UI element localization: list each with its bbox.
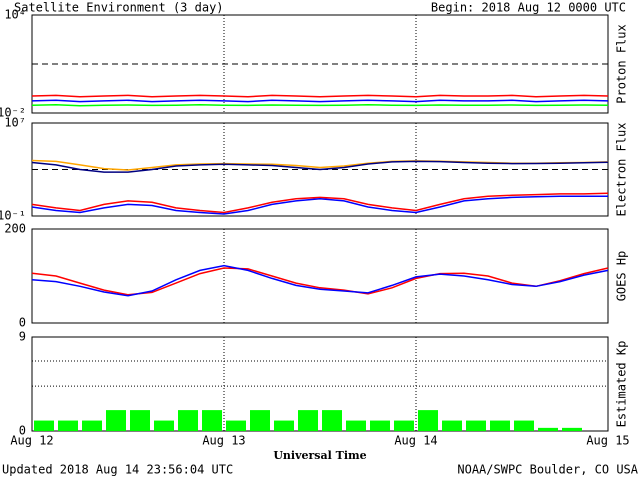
y-axis-label: Electron Flux bbox=[615, 123, 629, 217]
kp-bar bbox=[58, 420, 78, 431]
series-line bbox=[31, 160, 609, 173]
kp-bar bbox=[466, 420, 486, 431]
y-tick-label: 200 bbox=[4, 222, 26, 236]
x-tick-label: Aug 12 bbox=[10, 434, 53, 448]
panel-frame bbox=[31, 228, 609, 324]
x-tick-label: Aug 15 bbox=[586, 434, 629, 448]
x-tick-label: Aug 14 bbox=[394, 434, 437, 448]
series-line bbox=[31, 103, 609, 107]
kp-bar bbox=[346, 420, 366, 431]
begin-time: Begin: 2018 Aug 12 0000 UTC bbox=[431, 1, 626, 15]
kp-bar bbox=[562, 427, 582, 431]
y-tick-label: 0 bbox=[19, 316, 26, 330]
kp-bar bbox=[418, 410, 438, 431]
y-tick-label: 10⁷ bbox=[4, 116, 26, 130]
kp-bar bbox=[202, 410, 222, 431]
kp-bar bbox=[394, 420, 414, 431]
series-line bbox=[31, 195, 608, 215]
kp-bar bbox=[106, 410, 126, 431]
kp-bar bbox=[370, 420, 390, 431]
source: NOAA/SWPC Boulder, CO USA bbox=[457, 463, 638, 477]
y-tick-label: 9 bbox=[19, 330, 26, 344]
kp-bar bbox=[514, 420, 534, 431]
kp-bar bbox=[226, 420, 246, 431]
y-tick-label: 10⁻¹ bbox=[0, 209, 26, 223]
y-axis-label: GOES Hp bbox=[615, 251, 629, 302]
series-line bbox=[31, 267, 609, 296]
updated: Updated 2018 Aug 14 23:56:04 UTC bbox=[2, 463, 233, 477]
series-line bbox=[31, 94, 609, 98]
kp-bar bbox=[34, 420, 54, 431]
y-axis-label: Proton Flux bbox=[615, 24, 629, 103]
series-line bbox=[31, 264, 609, 297]
series-line bbox=[31, 159, 609, 171]
series-line bbox=[31, 192, 609, 214]
y-tick-label: 0 bbox=[19, 424, 26, 438]
kp-bar bbox=[250, 410, 270, 431]
kp-bar bbox=[442, 420, 462, 431]
panel-frame bbox=[31, 14, 609, 114]
kp-bar bbox=[322, 410, 342, 431]
kp-bar bbox=[178, 410, 198, 431]
series-line bbox=[31, 99, 609, 103]
kp-bar bbox=[130, 410, 150, 431]
kp-bar bbox=[298, 410, 318, 431]
kp-bar bbox=[274, 420, 294, 431]
x-tick-label: Aug 13 bbox=[202, 434, 245, 448]
kp-bar bbox=[490, 420, 510, 431]
x-axis-label: Universal Time bbox=[273, 449, 366, 462]
y-axis-label: Estimated Kp bbox=[615, 341, 629, 428]
kp-bar bbox=[154, 420, 174, 431]
y-tick-label: 10⁴ bbox=[4, 8, 26, 22]
y-tick-label: 10⁻² bbox=[0, 106, 26, 120]
title: Satellite Environment (3 day) bbox=[14, 1, 224, 15]
kp-bar bbox=[538, 427, 558, 431]
kp-bar bbox=[82, 420, 102, 431]
